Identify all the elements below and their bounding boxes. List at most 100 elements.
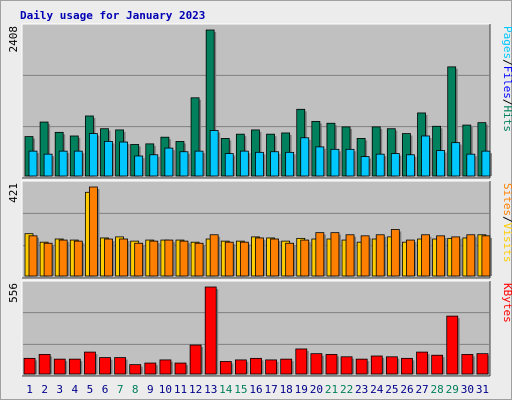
bar-sites — [421, 234, 430, 277]
day-label: 1 — [26, 383, 33, 396]
bar-sites — [360, 235, 370, 277]
bar-sites — [28, 235, 38, 277]
bar-kbytes — [250, 357, 262, 375]
legend: KBytes — [501, 283, 512, 323]
bar-pages — [451, 142, 461, 177]
y-max-label: 556 — [7, 283, 20, 303]
day-label: 16 — [249, 383, 262, 396]
bar-pages — [58, 150, 68, 177]
bar-sites — [88, 186, 98, 277]
bar-sites — [255, 237, 264, 277]
bar-sites — [73, 240, 83, 277]
bar-pages — [28, 150, 38, 177]
bar-sites — [375, 234, 385, 277]
bar-pages — [315, 146, 325, 177]
legend-entry: Pages — [501, 26, 512, 59]
bar-kbytes — [144, 362, 157, 375]
legend: Sites/Visits — [501, 183, 512, 263]
bar-pages — [104, 141, 113, 177]
bar-pages — [239, 150, 249, 177]
bar-pages — [134, 155, 144, 177]
bar-kbytes — [265, 359, 277, 375]
bar-kbytes — [114, 357, 127, 375]
bar-sites — [436, 235, 446, 277]
y-max-label: 421 — [7, 183, 20, 203]
legend-entry: Visits — [501, 223, 512, 263]
chart-title: Daily usage for January 2023 — [20, 9, 205, 22]
bar-sites — [194, 242, 204, 277]
bar-kbytes — [219, 361, 232, 375]
bar-pages — [164, 147, 174, 177]
day-label: 27 — [415, 383, 428, 396]
bar-pages — [194, 150, 204, 177]
bar-pages — [149, 154, 159, 177]
bar-pages — [43, 153, 53, 177]
bar-sites — [119, 238, 128, 277]
bar-sites — [345, 234, 355, 277]
y-max-label: 2408 — [7, 26, 20, 53]
legend-entry: Files — [501, 66, 512, 99]
bar-sites — [209, 234, 219, 277]
bar-kbytes — [385, 356, 398, 375]
bar-pages — [270, 151, 279, 177]
bar-kbytes — [204, 286, 217, 375]
bar-pages — [255, 151, 264, 177]
day-label: 10 — [159, 383, 172, 396]
day-label: 26 — [400, 383, 413, 396]
day-label: 7 — [117, 383, 124, 396]
day-label: 4 — [72, 383, 79, 396]
legend-entry: / — [501, 59, 512, 66]
day-label: 29 — [446, 383, 459, 396]
day-label: 30 — [461, 383, 474, 396]
bar-kbytes — [235, 359, 247, 375]
legend-entry: KBytes — [501, 283, 512, 323]
bar-kbytes — [159, 359, 172, 375]
bar-pages — [466, 153, 476, 177]
legend: Pages/Files/Hits — [501, 26, 512, 132]
day-label: 19 — [295, 383, 308, 396]
day-label: 3 — [56, 383, 63, 396]
bar-sites — [270, 238, 279, 277]
bar-kbytes — [310, 353, 323, 375]
day-label: 12 — [189, 383, 202, 396]
bar-kbytes — [84, 351, 96, 375]
bar-pages — [375, 153, 385, 177]
bar-kbytes — [340, 356, 353, 375]
bar-sites — [466, 234, 476, 277]
bar-kbytes — [23, 357, 36, 375]
day-label: 20 — [310, 383, 323, 396]
bar-kbytes — [370, 355, 383, 375]
legend-entry: Sites — [501, 183, 512, 216]
bar-kbytes — [401, 357, 413, 375]
bar-pages — [119, 141, 128, 177]
bar-kbytes — [446, 315, 459, 375]
bar-kbytes — [189, 344, 202, 375]
bar-sites — [451, 236, 461, 277]
bar-kbytes — [280, 358, 293, 375]
day-label: 25 — [385, 383, 398, 396]
day-label: 22 — [340, 383, 353, 396]
bar-pages — [436, 150, 446, 177]
day-label: 11 — [174, 383, 187, 396]
bar-sites — [406, 239, 415, 277]
bar-pages — [179, 151, 189, 177]
bar-kbytes — [431, 354, 444, 375]
day-label: 14 — [219, 383, 233, 396]
legend-entry: / — [501, 216, 512, 223]
bar-pages — [406, 154, 415, 177]
bar-pages — [390, 153, 400, 177]
bar-sites — [179, 240, 189, 277]
bar-pages — [345, 148, 355, 177]
bar-kbytes — [476, 353, 489, 375]
bar-kbytes — [461, 354, 474, 375]
bar-pages — [300, 137, 310, 177]
bar-kbytes — [416, 351, 428, 375]
day-label: 28 — [431, 383, 444, 396]
bar-kbytes — [295, 348, 308, 375]
bar-kbytes — [53, 358, 66, 375]
bar-sites — [481, 235, 491, 277]
bar-sites — [58, 239, 68, 277]
day-label: 24 — [370, 383, 384, 396]
bar-sites — [239, 241, 249, 277]
day-label: 2 — [41, 383, 48, 396]
